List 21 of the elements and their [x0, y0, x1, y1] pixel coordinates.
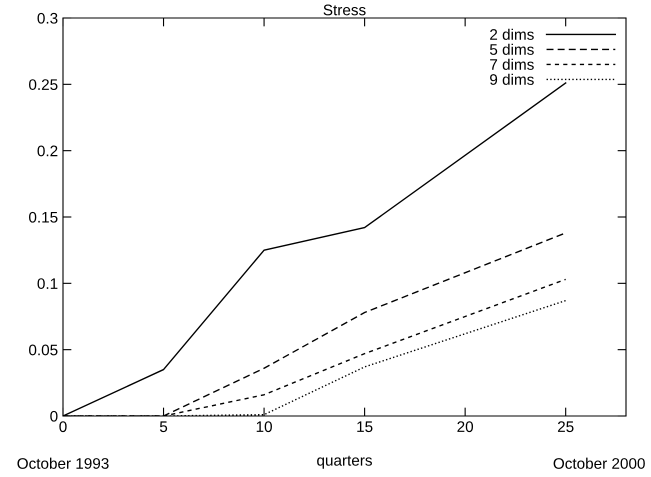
x-axis-title: quarters: [317, 456, 372, 469]
x-tick-label: 10: [256, 421, 272, 432]
x-tick-label: 15: [357, 421, 372, 432]
y-tick-label: 0.2: [38, 146, 58, 156]
y-tick-label: 0.15: [29, 212, 58, 223]
y-tick-label: 0.25: [29, 79, 58, 90]
text: October 1993: [17, 458, 109, 469]
legend-label: 5 dims: [490, 44, 534, 55]
legend-label: 2 dims: [490, 28, 534, 40]
x-tick-label: 25: [558, 421, 574, 432]
x-tick-label: 0: [59, 421, 67, 432]
x-tick-label: 5: [160, 421, 168, 432]
y-tick-label: 0.05: [29, 344, 58, 356]
x-tick-label: 20: [457, 421, 474, 432]
chart-title: Stress: [324, 4, 366, 16]
y-tick-label: 0.1: [38, 278, 58, 290]
y-tick-label: 0.3: [38, 12, 58, 24]
text: October 2000: [554, 458, 645, 469]
legend-label: 9 dims: [490, 74, 534, 85]
y-tick-label: 0: [50, 410, 58, 422]
legend-label: 7 dims: [490, 58, 534, 70]
